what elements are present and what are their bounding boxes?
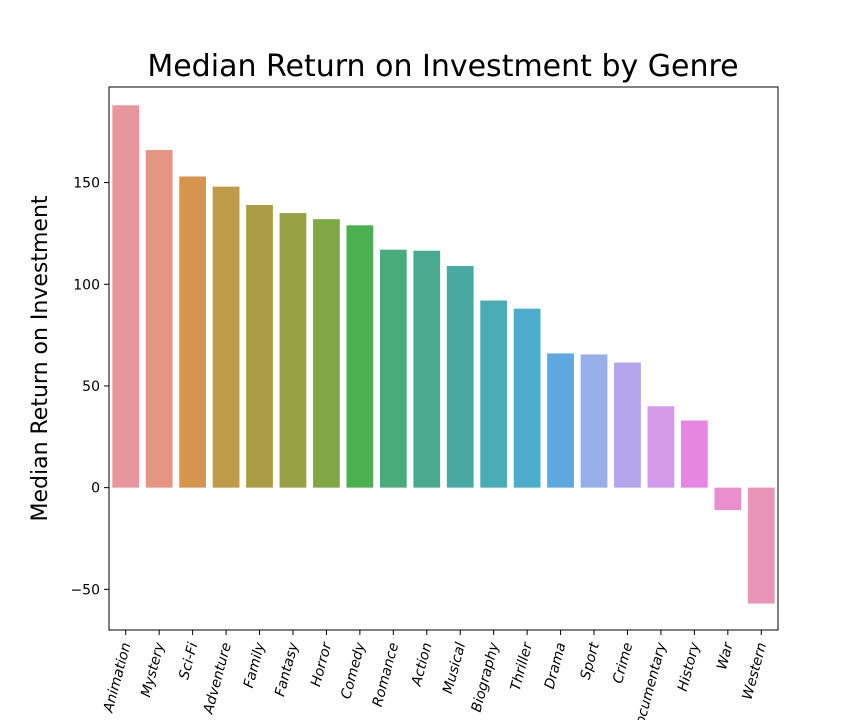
bar-history xyxy=(680,420,708,488)
x-tick-label: Romance xyxy=(370,641,402,709)
x-tick-label: History xyxy=(675,640,704,693)
x-tick-label: Comedy xyxy=(338,640,369,701)
x-tick-label: Sport xyxy=(578,640,603,681)
x-tick-label: Adventure xyxy=(200,641,235,717)
plot-frame xyxy=(108,86,779,631)
bar-adventure xyxy=(212,186,240,488)
x-tick-label: Action xyxy=(409,641,436,689)
x-tick-label: Fantasy xyxy=(272,640,302,698)
bar-family xyxy=(246,204,273,488)
chart-title: Median Return on Investment by Genre xyxy=(147,49,738,84)
bar-documentary xyxy=(647,406,675,488)
y-tick-label: 0 xyxy=(91,481,100,497)
bar-war xyxy=(714,487,742,511)
x-tick-label: Horror xyxy=(308,640,335,689)
y-tick-label: −50 xyxy=(70,582,100,598)
x-tick-label: Sci-Fi xyxy=(176,641,201,681)
bar-mystery xyxy=(145,150,173,488)
bar-action xyxy=(413,250,441,488)
x-tick-label: Animation xyxy=(100,641,134,715)
x-tick-label: Western xyxy=(740,641,771,702)
bar-crime xyxy=(614,362,641,488)
x-tick-label: War xyxy=(714,640,737,672)
x-tick-label: Family xyxy=(241,640,269,690)
bar-fantasy xyxy=(279,213,307,488)
y-axis-ticks: −50 0 50 100 150 xyxy=(70,176,109,598)
x-tick-label: Crime xyxy=(610,641,636,685)
y-tick-label: 150 xyxy=(73,176,100,192)
y-tick-label: 50 xyxy=(82,379,100,395)
bar-romance xyxy=(379,249,407,488)
bar-drama xyxy=(547,353,574,488)
bar-animation xyxy=(112,105,140,488)
bar-sci-fi xyxy=(179,176,207,488)
y-axis-label: Median Return on Investment xyxy=(28,195,53,521)
bar-biography xyxy=(480,300,508,488)
bar-comedy xyxy=(346,225,374,488)
bar-sport xyxy=(580,354,608,488)
y-tick-label: 100 xyxy=(73,277,100,293)
x-axis-ticks: Animation Mystery Sci-Fi Adventure Family Fan… xyxy=(100,630,770,720)
bar-musical xyxy=(446,265,474,488)
x-tick-label: Thriller xyxy=(508,640,537,693)
x-tick-label: Mystery xyxy=(138,640,168,699)
bars-group xyxy=(112,105,775,604)
x-tick-label: Documentary xyxy=(630,640,670,720)
bar-thriller xyxy=(513,308,541,488)
bar-horror xyxy=(313,219,340,488)
bar-western xyxy=(747,487,775,604)
x-tick-label: Biography xyxy=(469,640,503,714)
x-tick-label: Musical xyxy=(440,641,469,696)
x-tick-label: Drama xyxy=(542,641,570,691)
